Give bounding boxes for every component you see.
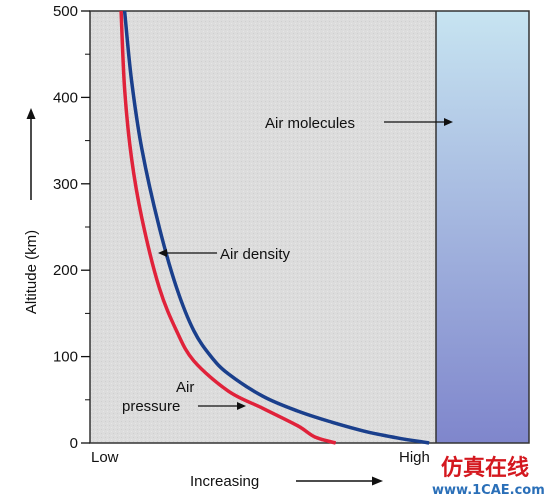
watermark: 仿真在线 www.1CAE.com (432, 455, 545, 498)
y-tick-label: 400 (53, 89, 78, 106)
air-pressure-label-line1: Air (176, 379, 194, 396)
air-pressure-label-line2: pressure (122, 398, 180, 415)
air-pressure-pointer-head (237, 402, 246, 410)
y-tick-label: 500 (53, 3, 78, 20)
y-tick-label: 300 (53, 176, 78, 193)
y-tick-label: 200 (53, 262, 78, 279)
watermark-chinese: 仿真在线 (441, 455, 529, 481)
air-density-label: Air density (220, 246, 291, 263)
y-axis-label: Altitude (km) (23, 230, 40, 314)
y-tick-label: 100 (53, 349, 78, 366)
air-molecules-pointer-head (444, 118, 453, 126)
air-molecules-panel (436, 11, 529, 443)
plot-area (90, 11, 436, 443)
air-density-pointer-head (158, 249, 167, 257)
x-axis-label: Increasing (190, 473, 259, 490)
y-tick-label: 0 (70, 435, 78, 452)
air-pressure-curve (119, 10, 337, 445)
y-axis-arrowhead (26, 108, 36, 119)
x-high-label: High (399, 449, 430, 466)
air-density-curve (122, 10, 430, 445)
x-axis-arrowhead (372, 476, 383, 486)
x-low-label: Low (91, 449, 119, 466)
watermark-url: www.1CAE.com (432, 483, 545, 498)
y-axis-title: Altitude (km) (23, 108, 40, 314)
y-axis-ticks: 0 100 200 300 400 500 (53, 3, 90, 452)
air-molecules-label: Air molecules (265, 115, 355, 132)
